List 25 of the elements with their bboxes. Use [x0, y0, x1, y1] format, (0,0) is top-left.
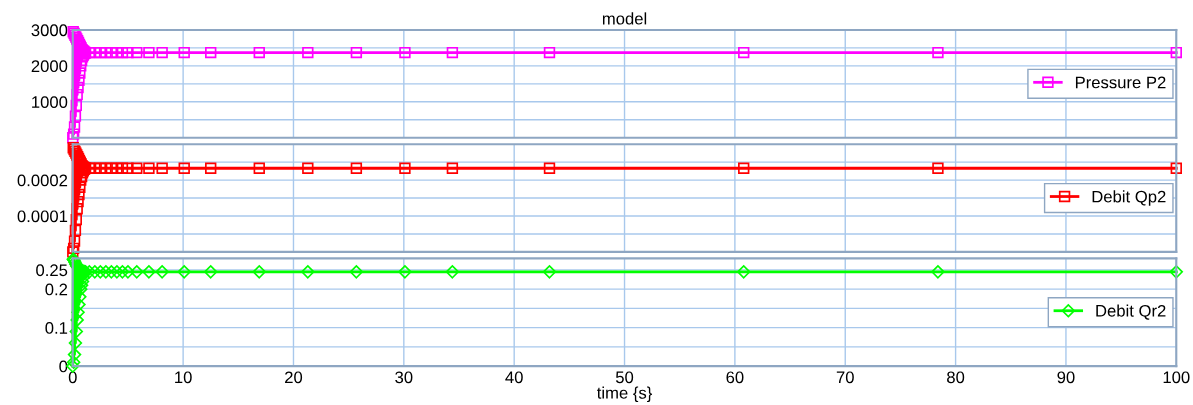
x-tick-label: 100 [1163, 371, 1190, 384]
x-tick-label: 60 [726, 371, 744, 384]
legend-label: Debit Qp2 [1092, 190, 1166, 206]
y-tick-label: 0.2 [45, 283, 68, 296]
legend-label: Debit Qr2 [1096, 304, 1166, 320]
x-tick-label: 40 [505, 371, 523, 384]
x-tick-label: 10 [175, 371, 192, 384]
y-tick-label: 2000 [31, 60, 68, 73]
y-tick-label: 0.0002 [17, 174, 68, 187]
chart-title: model [602, 12, 647, 25]
y-tick-label: 0.1 [45, 322, 68, 334]
x-tick-label: 20 [285, 371, 303, 384]
x-axis-title: time {s} [597, 386, 653, 403]
y-tick-label: 0.25 [36, 264, 68, 277]
x-tick-label: 0 [68, 371, 77, 384]
x-tick-label: 70 [836, 371, 854, 384]
x-tick-label: 50 [615, 371, 634, 384]
y-tick-label: 1000 [32, 96, 68, 108]
x-tick-label: 30 [395, 371, 413, 384]
x-tick-label: 90 [1057, 371, 1075, 384]
y-tick-label: 0 [59, 360, 68, 373]
x-tick-label: 80 [947, 371, 965, 384]
y-tick-label: 0.0001 [17, 210, 68, 223]
legend-label: Pressure P2 [1075, 76, 1166, 89]
y-tick-label: 3000 [31, 24, 68, 37]
